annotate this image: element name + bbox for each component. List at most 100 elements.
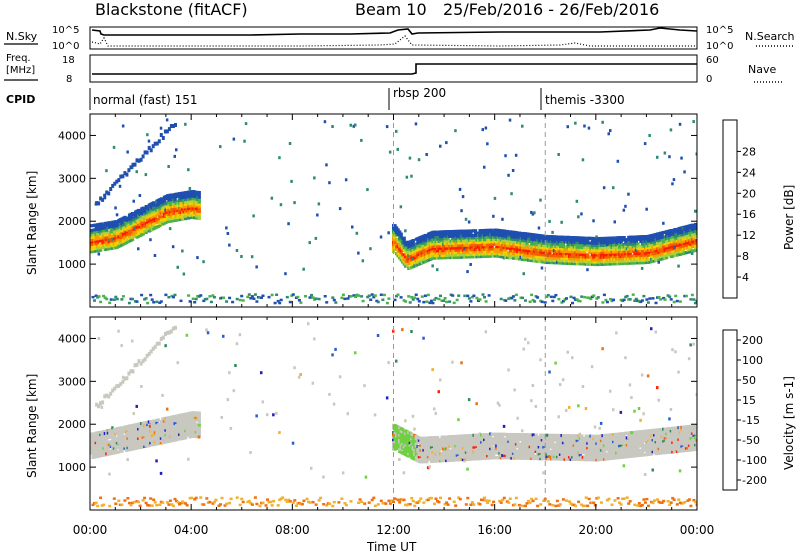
echo-cell	[469, 241, 473, 245]
echo-cell	[637, 244, 641, 248]
echo-cell	[587, 126, 591, 130]
echo-cell	[449, 293, 453, 296]
echo-cell	[124, 429, 129, 433]
echo-cell	[291, 501, 295, 504]
echo-cell	[521, 124, 524, 128]
echo-cell	[478, 250, 482, 254]
echo-cell	[469, 503, 473, 506]
echo-cell	[622, 247, 626, 251]
echo-cell	[153, 437, 157, 441]
echo-cell	[429, 455, 434, 459]
echo-cell	[393, 243, 397, 247]
echo-cell	[132, 199, 135, 203]
echo-cell	[533, 300, 537, 303]
echo-cell	[399, 234, 403, 238]
echo-cell	[428, 465, 431, 469]
echo-cell	[171, 419, 176, 423]
echo-cell	[197, 191, 201, 195]
echo-cell	[105, 297, 109, 301]
echo-cell	[431, 368, 434, 372]
echo-cell	[112, 427, 116, 431]
echo-cell	[674, 227, 678, 231]
echo-cell	[168, 499, 172, 502]
echo-cell	[446, 237, 450, 241]
echo-cell	[178, 418, 181, 422]
echo-cell	[108, 472, 111, 476]
echo-cell	[364, 475, 368, 479]
echo-cell	[621, 254, 625, 258]
echo-cell	[260, 296, 263, 299]
echo-cell	[325, 163, 328, 167]
echo-cell	[176, 435, 180, 439]
echo-cell	[197, 411, 201, 415]
echo-cell	[111, 437, 115, 441]
echo-cell	[419, 497, 423, 500]
echo-cell	[609, 129, 612, 133]
echo-cell	[601, 120, 604, 124]
echo-cell	[235, 249, 239, 252]
echo-cell	[197, 193, 201, 197]
echo-cell	[531, 256, 535, 260]
echo-cell	[592, 294, 596, 297]
echo-cell	[367, 501, 371, 504]
echo-cell	[423, 233, 428, 237]
echo-cell	[407, 254, 410, 258]
echo-cell	[96, 225, 100, 229]
echo-cell	[290, 179, 293, 183]
echo-cell	[147, 422, 151, 426]
echo-cell	[555, 256, 560, 260]
echo-cell	[578, 250, 582, 254]
echo-cell	[115, 179, 119, 184]
echo-cell	[470, 501, 474, 504]
echo-cell	[387, 231, 390, 235]
echo-cell	[134, 226, 137, 230]
echo-cell	[114, 502, 118, 505]
echo-cell	[127, 168, 131, 173]
echo-cell	[575, 298, 579, 301]
echo-cell	[197, 418, 201, 422]
echo-cell	[272, 499, 276, 503]
echo-cell	[561, 242, 566, 246]
echo-cell	[404, 419, 407, 423]
echo-cell	[530, 210, 533, 214]
echo-cell	[247, 499, 251, 503]
echo-cell	[458, 497, 462, 501]
echo-cell	[414, 501, 418, 504]
echo-cell	[171, 434, 176, 438]
echo-cell	[331, 504, 335, 508]
echo-cell	[134, 442, 138, 446]
echo-cell	[112, 145, 116, 149]
echo-cell	[457, 496, 461, 499]
echo-cell	[223, 504, 227, 507]
echo-cell	[202, 299, 206, 303]
echo-cell	[147, 504, 151, 507]
echo-cell	[91, 503, 95, 507]
echo-cell	[279, 298, 283, 302]
echo-cell	[284, 272, 287, 276]
echo-cell	[138, 229, 142, 233]
echo-cell	[211, 502, 215, 505]
echo-cell	[439, 438, 443, 442]
echo-cell	[197, 421, 201, 425]
echo-cell	[114, 206, 117, 210]
echo-cell	[125, 172, 129, 177]
echo-cell	[152, 203, 156, 207]
echo-cell	[270, 293, 274, 297]
echo-cell	[296, 295, 300, 299]
echo-cell	[120, 433, 124, 437]
echo-cell	[352, 124, 355, 128]
echo-cell	[533, 211, 536, 215]
echo-cell	[249, 297, 253, 300]
echo-cell	[155, 200, 158, 204]
echo-cell	[546, 254, 550, 258]
echo-cell	[554, 235, 558, 239]
echo-cell	[622, 298, 626, 302]
echo-cell	[410, 296, 414, 299]
echo-cell	[521, 250, 525, 254]
echo-cell	[258, 504, 262, 508]
echo-cell	[622, 245, 626, 249]
echo-cell	[94, 294, 98, 297]
echo-cell	[147, 212, 151, 216]
echo-cell	[273, 301, 277, 305]
echo-cell	[433, 445, 437, 449]
